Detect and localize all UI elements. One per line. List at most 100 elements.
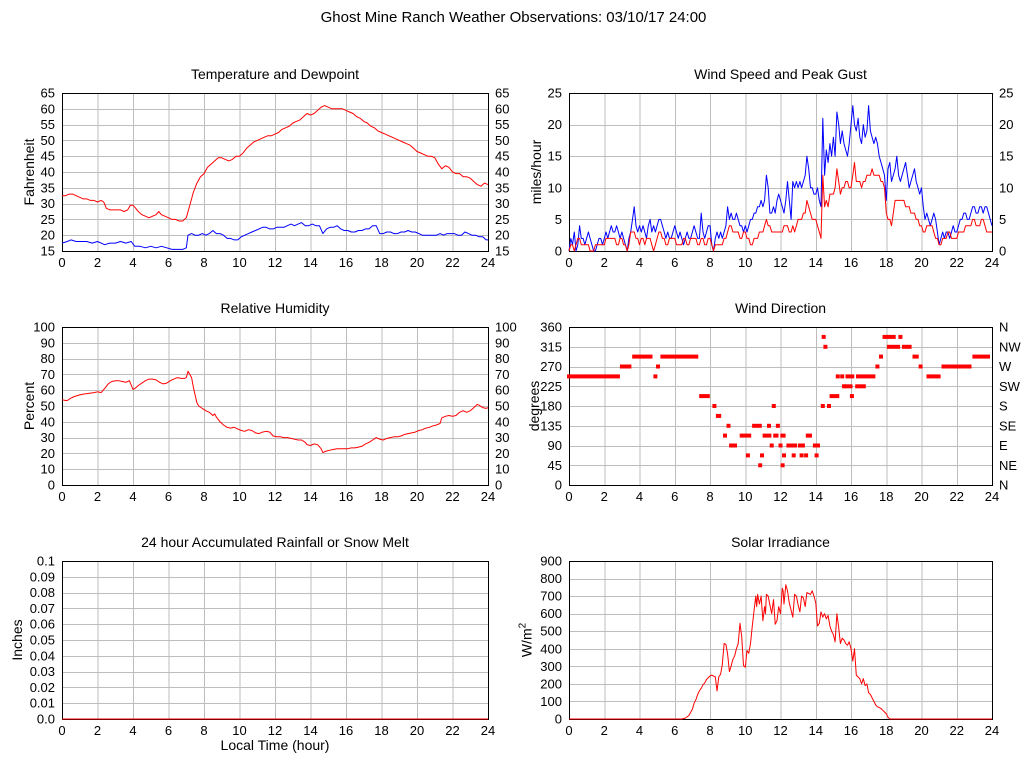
plot-frame-wind_direction <box>569 327 993 486</box>
ytick-label: 25 <box>41 212 55 227</box>
y-axis-label-wm2-base: W/m <box>518 628 535 658</box>
xtick-label: 24 <box>985 255 999 270</box>
scatter-run <box>778 443 783 448</box>
ytick-label-right: 25 <box>999 86 1013 101</box>
compass-label: N <box>999 478 1008 493</box>
grid-solar <box>569 561 992 719</box>
scatter-run <box>855 384 866 389</box>
ytick-label: 180 <box>540 399 562 414</box>
ytick-label-right: 50 <box>495 399 509 414</box>
chart-title-temperature-dewpoint: Temperature and Dewpoint <box>190 66 360 82</box>
xtick-label: 4 <box>636 489 643 504</box>
ytick-label-right: 70 <box>495 367 509 382</box>
ytick-label-right: 60 <box>495 383 509 398</box>
scatter-run <box>780 463 785 468</box>
grid-wind_speed_gust <box>569 93 992 251</box>
xtick-label: 18 <box>879 255 893 270</box>
ytick-label: 20 <box>41 446 55 461</box>
ytick-label: 30 <box>41 430 55 445</box>
ytick-label: 0 <box>555 712 562 727</box>
scatter-run <box>845 374 855 379</box>
xtick-label: 0 <box>58 489 65 504</box>
ytick-label-right: 50 <box>495 133 509 148</box>
xtick-label: 0 <box>58 255 65 270</box>
scatter-run <box>632 354 653 359</box>
ytick-label: 90 <box>548 438 562 453</box>
ytick-label: 55 <box>41 117 55 132</box>
ytick-label: 50 <box>41 133 55 148</box>
xtick-label: 8 <box>200 255 207 270</box>
ytick-label: 40 <box>41 414 55 429</box>
xtick-label: 16 <box>844 489 858 504</box>
ytick-label-right: 5 <box>999 212 1006 227</box>
ytick-label: 0 <box>555 478 562 493</box>
scatter-run <box>814 453 819 458</box>
xtick-label: 4 <box>129 489 136 504</box>
xtick-label: 10 <box>738 489 752 504</box>
xtick-label: 12 <box>773 255 787 270</box>
ytick-label: 0 <box>555 244 562 259</box>
y-axis-label-degrees: degrees <box>526 380 542 432</box>
xtick-label: 18 <box>374 489 388 504</box>
dewpoint-line <box>61 222 488 250</box>
ytick-label: 0.03 <box>30 664 55 679</box>
chart-title-relative-humidity: Relative Humidity <box>220 300 330 316</box>
xtick-label: 24 <box>481 723 495 738</box>
xtick-label: 10 <box>738 255 752 270</box>
ytick-label: 90 <box>41 335 55 350</box>
scatter-run <box>805 433 812 438</box>
scatter-run <box>752 423 762 428</box>
xtick-label: 22 <box>445 489 459 504</box>
xtick-label: 6 <box>671 255 678 270</box>
scatter-run <box>886 344 901 349</box>
xtick-label: 22 <box>950 723 964 738</box>
xtick-label: 6 <box>671 489 678 504</box>
scatter-run <box>797 443 805 448</box>
wind_direction-points <box>567 334 990 468</box>
xtick-label: 10 <box>232 489 246 504</box>
ytick-label: 0 <box>48 478 55 493</box>
scatter-run <box>912 354 919 359</box>
xtick-label: 20 <box>914 489 928 504</box>
ytick-label: 0.0 <box>37 712 55 727</box>
x-axis-label-local-time: Local Time (hour) <box>220 737 330 753</box>
xtick-label: 10 <box>232 723 246 738</box>
xtick-label: 4 <box>129 255 136 270</box>
xtick-label: 16 <box>339 489 353 504</box>
xtick-label: 20 <box>914 723 928 738</box>
compass-label: SE <box>999 418 1017 433</box>
compass-label: S <box>999 399 1008 414</box>
xtick-label: 6 <box>671 723 678 738</box>
scatter-run <box>901 344 912 349</box>
ytick-label: 30 <box>41 196 55 211</box>
scatter-run <box>660 354 699 359</box>
compass-label: NE <box>999 458 1017 473</box>
ytick-label: 270 <box>540 359 562 374</box>
ytick-label: 0.06 <box>30 617 55 632</box>
xtick-label: 2 <box>601 489 608 504</box>
plot-frame-solar <box>569 561 993 720</box>
ytick-label: 360 <box>540 320 562 335</box>
compass-label: E <box>999 438 1008 453</box>
ytick-label-right: 20 <box>495 446 509 461</box>
plot-frame-wind_speed_gust <box>569 93 993 252</box>
scatter-run <box>842 384 846 389</box>
scatter-run <box>840 374 845 379</box>
xtick-label: 16 <box>844 255 858 270</box>
xtick-label: 14 <box>303 723 317 738</box>
ytick-label-right: 25 <box>495 212 509 227</box>
grid-wind_direction <box>569 327 992 485</box>
scatter-run <box>804 453 809 458</box>
xtick-label: 12 <box>773 489 787 504</box>
y-axis-label-wm2-sup: 2 <box>517 622 529 629</box>
ytick-label-right: 0 <box>999 244 1006 259</box>
xtick-label: 14 <box>809 489 823 504</box>
scatter-run <box>767 423 771 428</box>
xtick-label: 22 <box>950 489 964 504</box>
plot-frame-temperature_dewpoint <box>62 93 489 252</box>
ytick-label-right: 40 <box>495 165 509 180</box>
